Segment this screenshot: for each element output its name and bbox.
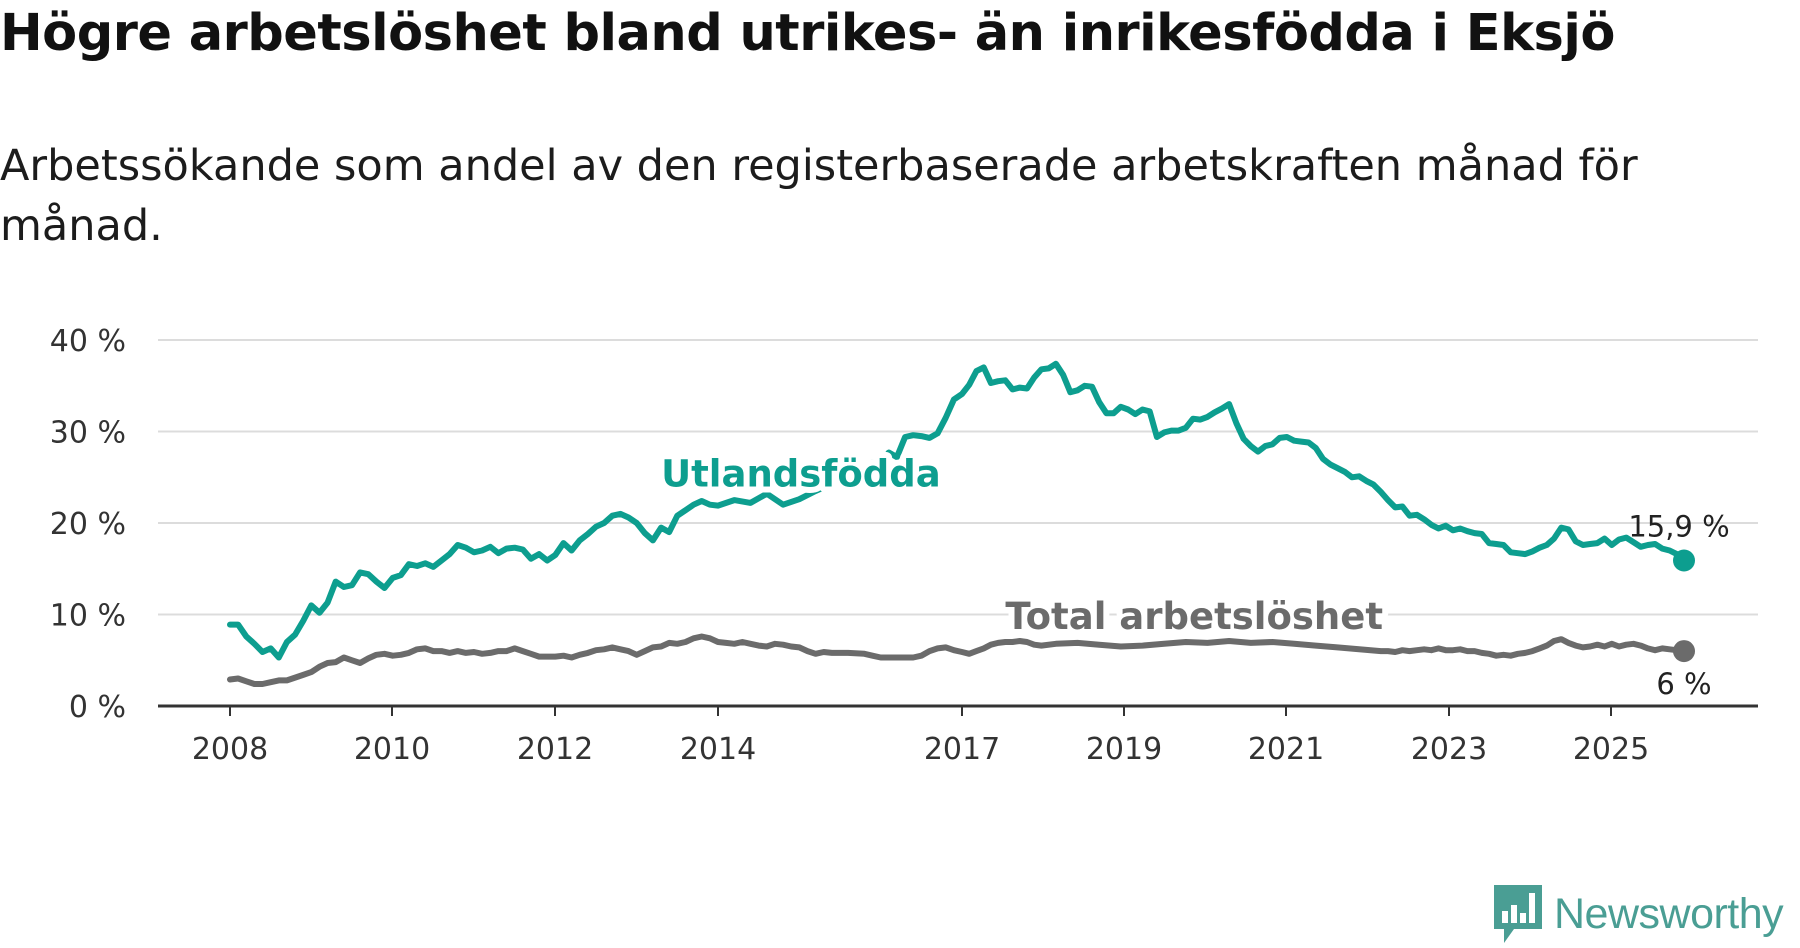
annotation-utlandsfodda: Utlandsfödda [661,452,941,495]
x-tick-label: 2021 [1248,732,1324,767]
y-tick-label: 20 % [50,507,126,542]
series-end-label-total: 6 % [1656,667,1711,701]
x-axis-ticks: 2008 2010 2012 2014 2017 2019 2021 2023 2025 [158,704,1758,767]
series-end-marker-total [1673,640,1695,663]
x-tick-label: 2017 [924,732,1000,767]
annotation-total: Total arbetslöshet [1005,595,1383,638]
series-line-utlandsfodda [227,360,1687,661]
chart-subtitle: Arbetssökande som andel av den registerb… [0,141,1638,251]
series-lines: 6 % 15,9 % [227,360,1730,701]
y-tick-label: 0 % [69,690,126,725]
x-tick-label: 2010 [354,732,430,767]
grid-lines [158,339,1758,616]
series-end-label-utlandsfodda: 15,9 % [1628,510,1729,544]
series-line-total [227,633,1687,687]
x-tick-label: 2014 [680,732,756,767]
y-axis-ticks: 0 % 10 % 20 % 30 % 40 % [50,324,126,725]
newsworthy-logo-text: Newsworthy [1554,889,1784,938]
annotation-halo-utlandsfodda: Utlandsfödda [661,452,941,495]
y-tick-label: 40 % [50,324,126,359]
y-tick-label: 30 % [50,416,126,451]
x-tick-label: 2012 [517,732,593,767]
x-tick-label: 2025 [1573,732,1649,767]
x-tick-label: 2019 [1086,732,1162,767]
x-tick-label: 2008 [192,732,268,767]
series-end-marker-utlandsfodda [1673,549,1695,572]
newsworthy-logo: Newsworthy [1494,885,1784,943]
y-tick-label: 10 % [50,599,126,634]
annotation-halo-total: Total arbetslöshet [1005,595,1383,638]
chart-title: Högre arbetslöshet bland utrikes- än inr… [0,4,1615,63]
newsworthy-logo-icon [1494,885,1542,943]
x-tick-label: 2023 [1411,732,1487,767]
